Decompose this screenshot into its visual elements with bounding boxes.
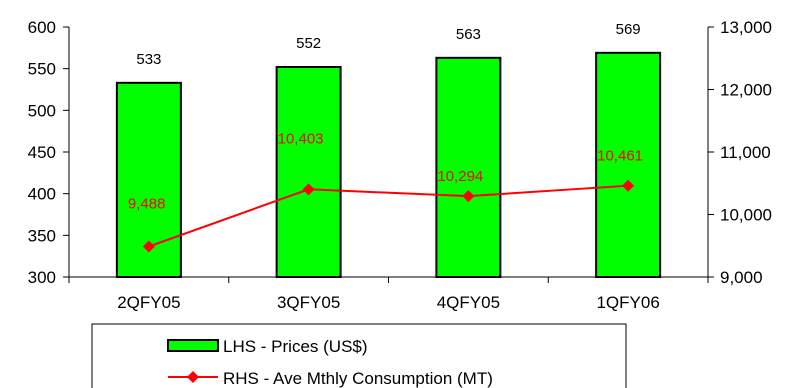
legend: LHS - Prices (US$) RHS - Ave Mthly Consu… (91, 323, 627, 388)
right-axis-tick-label: 11,000 (720, 143, 771, 162)
bar-data-label: 533 (136, 51, 161, 68)
line-point-marker (462, 190, 475, 203)
right-axis-ticks: 9,000 10,000 11,000 12,000 13,000 (720, 18, 772, 287)
consumption-line (148, 184, 629, 248)
left-axis-tick-label: 600 (28, 18, 56, 37)
line-point-marker (622, 179, 635, 192)
right-axis-tick-label: 13,000 (720, 18, 772, 37)
category-label: 4QFY05 (437, 293, 500, 312)
legend-bar-label: LHS - Prices (US$) (223, 337, 368, 356)
bar (275, 66, 342, 278)
left-axis-tick-label: 550 (28, 60, 56, 79)
bar-series (115, 51, 662, 279)
category-label: 2QFY05 (117, 293, 180, 312)
left-axis-tick-label: 500 (28, 101, 56, 120)
line-data-label: 10,403 (278, 130, 324, 147)
bar-data-label: 552 (296, 35, 321, 52)
category-label: 1QFY06 (596, 293, 659, 312)
line-point-marker (142, 240, 155, 253)
line-data-label: 10,294 (437, 168, 483, 185)
right-axis-tick-label: 9,000 (720, 268, 763, 287)
line-point-marker (302, 183, 315, 196)
line-data-label: 9,488 (128, 196, 166, 213)
bar-data-label: 569 (616, 21, 641, 38)
legend-bar-swatch (167, 339, 219, 352)
category-label: 3QFY05 (277, 293, 340, 312)
legend-line-label: RHS - Ave Mthly Consumption (MT) (223, 369, 493, 388)
bar-data-labels: 533 552 563 569 (136, 21, 640, 68)
right-axis-tick-label: 12,000 (720, 81, 772, 100)
bar-data-label: 563 (456, 26, 481, 43)
line-data-labels: 9,488 10,403 10,294 10,461 (128, 130, 643, 212)
left-axis-tick-label: 450 (28, 143, 56, 162)
bar (435, 56, 502, 279)
left-axis-tick-label: 300 (28, 268, 56, 287)
left-axis-ticks: 300 350 400 450 500 550 600 (28, 18, 56, 287)
bar (595, 51, 662, 279)
left-axis-tick-label: 350 (28, 226, 56, 245)
category-axis-labels: 2QFY05 3QFY05 4QFY05 1QFY06 (117, 293, 660, 312)
right-axis-tick-label: 10,000 (720, 206, 772, 225)
line-series (142, 179, 635, 253)
line-data-label: 10,461 (597, 148, 643, 165)
legend-diamond-marker (187, 371, 199, 383)
left-axis-tick-label: 400 (28, 185, 56, 204)
